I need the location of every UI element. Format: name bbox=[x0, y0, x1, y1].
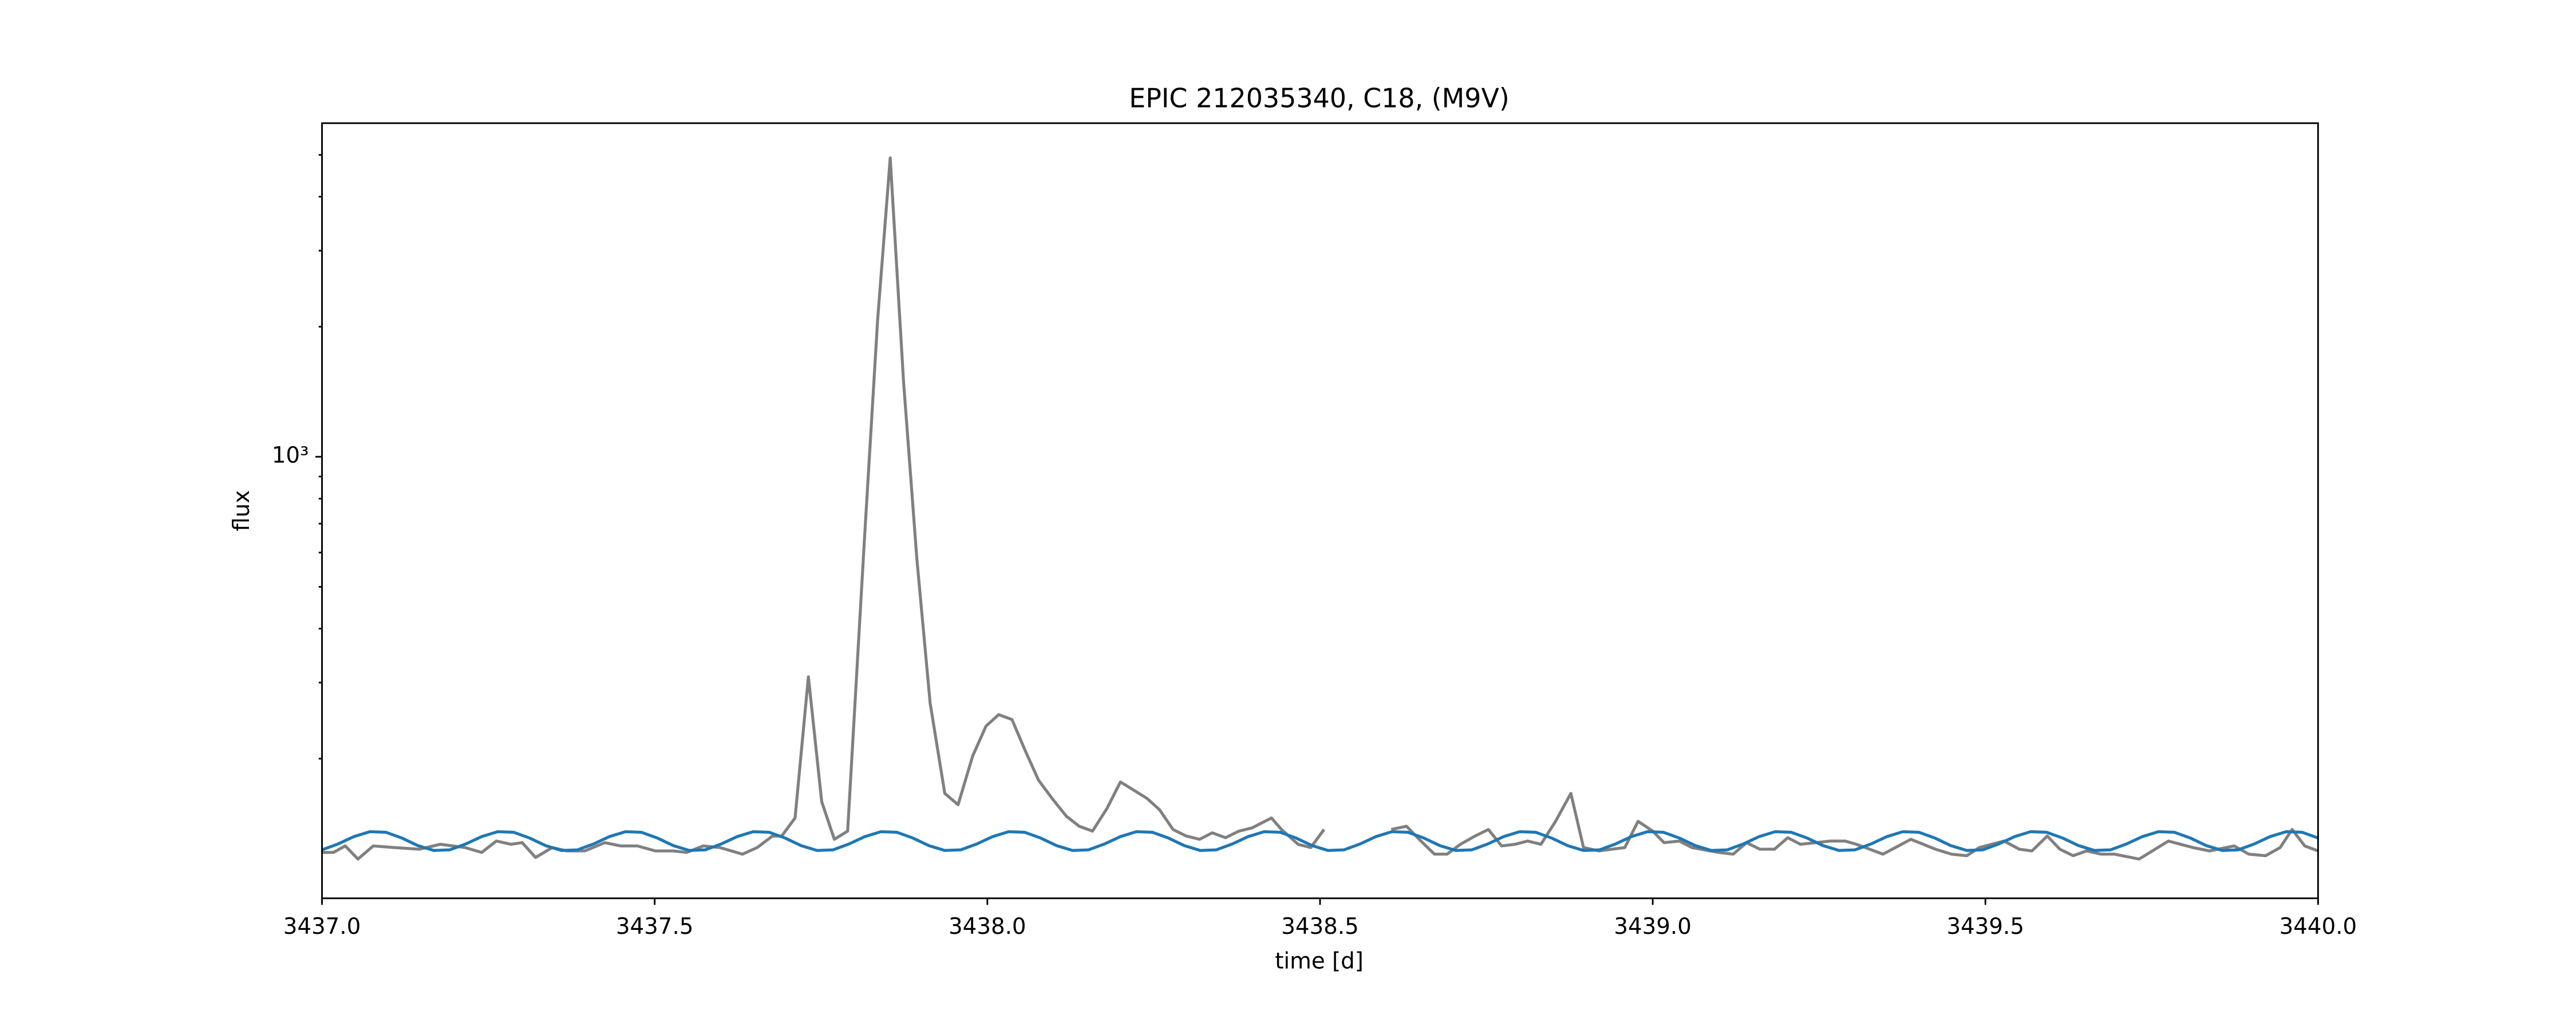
data-line bbox=[322, 156, 2318, 861]
y-axis-label: flux bbox=[229, 490, 255, 532]
x-tick-label: 3438.0 bbox=[949, 914, 1026, 940]
x-tick-label: 3439.0 bbox=[1614, 914, 1692, 940]
x-axis-label: time [d] bbox=[1275, 948, 1364, 974]
chart-title: EPIC 212035340, C18, (M9V) bbox=[1129, 83, 1510, 114]
y-tick-label: 10³ bbox=[272, 443, 309, 469]
x-tick-label: 3439.5 bbox=[1946, 914, 2024, 940]
x-tick-label: 3437.0 bbox=[283, 914, 361, 940]
data-line bbox=[322, 830, 2318, 852]
x-tick-label: 3438.5 bbox=[1281, 914, 1359, 940]
x-tick-label: 3437.5 bbox=[616, 914, 694, 940]
plot-frame bbox=[321, 122, 2319, 900]
x-tick-label: 3440.0 bbox=[2279, 914, 2357, 940]
